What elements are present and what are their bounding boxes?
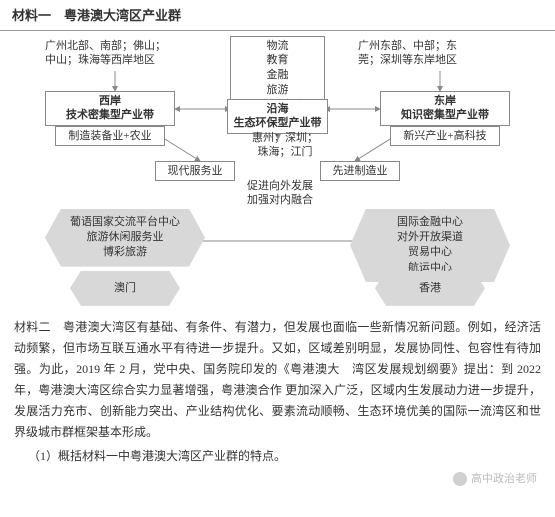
promote-out-text: 促进向外发展 xyxy=(235,179,325,194)
east-belt-sub: 新兴产业+高科技 xyxy=(390,126,500,147)
top-right-region-text: 广州东部、中部；东 莞；深圳等东岸地区 xyxy=(358,39,513,69)
watermark: 高中政治老师 xyxy=(453,471,537,488)
question-1: （1）概括材料一中粤港澳大湾区产业群的特点。 xyxy=(0,445,555,471)
material-1-title: 材料一 粤港澳大湾区产业群 xyxy=(0,0,555,31)
west-belt-title: 西岸 技术密集型产业带 xyxy=(45,91,175,127)
promote-in-text: 加强对内融合 xyxy=(235,193,325,208)
material-2-text: 材料二 粤港澳大湾区有基础、有条件、有潜力，但发展也面临一些新情况新问题。例如，… xyxy=(0,311,555,445)
top-left-region-text: 广州北部、南部；佛山； 中山；珠海等西岸地区 xyxy=(45,39,200,69)
center-belt-title: 沿海 生态环保型产业带 xyxy=(227,99,328,135)
hub-cities-text: 惠州；深圳； 珠海；江门 xyxy=(245,131,325,161)
watermark-text: 高中政治老师 xyxy=(471,471,537,488)
macao-industries-hex: 葡语国家交流平台中心 旅游休闲服务业 博彩旅游 xyxy=(45,209,205,267)
macao-label-hex: 澳门 xyxy=(70,271,180,306)
adv-mfg-box: 先进制造业 xyxy=(320,161,400,182)
east-belt-title: 东岸 知识密集型产业带 xyxy=(380,91,510,127)
modern-service-box: 现代服务业 xyxy=(155,161,235,182)
industry-diagram: 广州北部、南部；佛山； 中山；珠海等西岸地区 广州东部、中部；东 莞；深圳等东岸… xyxy=(0,31,555,311)
watermark-icon xyxy=(453,472,467,486)
west-belt-sub: 制造装备业+农业 xyxy=(55,126,165,147)
hk-label-hex: 香港 xyxy=(375,271,485,306)
